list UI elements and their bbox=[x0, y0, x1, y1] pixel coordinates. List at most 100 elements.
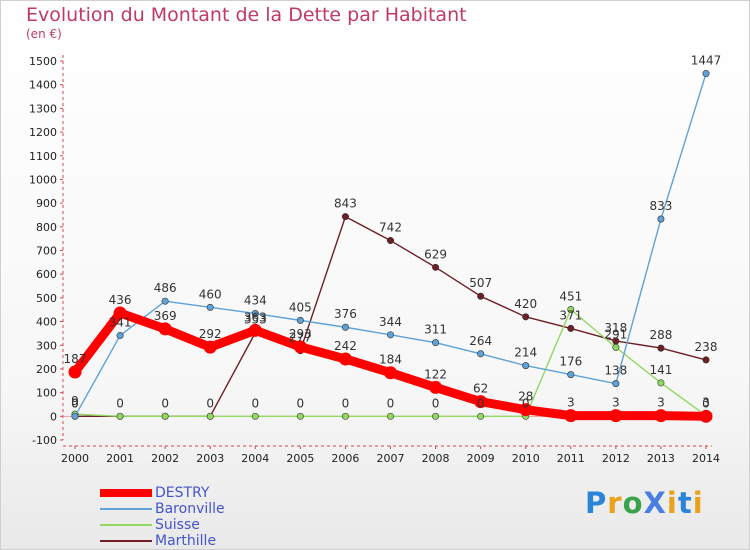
data-label-baronville: 214 bbox=[514, 346, 537, 360]
point-destry bbox=[564, 409, 578, 423]
point-baronville bbox=[161, 297, 169, 305]
point-baronville bbox=[296, 316, 304, 324]
point-baronville bbox=[567, 371, 575, 379]
data-label-baronville: 434 bbox=[244, 294, 267, 308]
data-label-marthille: 0 bbox=[71, 396, 79, 410]
y-tick-label: 400 bbox=[36, 316, 57, 329]
y-tick-label: 1000 bbox=[29, 173, 57, 186]
data-label-destry: 242 bbox=[334, 339, 357, 353]
point-destry bbox=[203, 340, 217, 354]
data-label-destry: 292 bbox=[199, 327, 222, 341]
legend-label: Marthille bbox=[155, 533, 217, 549]
point-destry bbox=[338, 352, 352, 366]
point-marthille bbox=[386, 237, 394, 245]
data-label-suisse: 451 bbox=[559, 289, 582, 303]
y-tick-label: 900 bbox=[36, 197, 57, 210]
y-tick-label: 200 bbox=[36, 363, 57, 376]
data-label-baronville: 405 bbox=[289, 300, 312, 314]
data-label-baronville: 344 bbox=[379, 315, 402, 329]
data-label-destry: 184 bbox=[379, 353, 402, 367]
y-tick-label: 100 bbox=[36, 387, 57, 400]
x-tick-label: 2000 bbox=[61, 452, 89, 465]
data-label-destry: 3 bbox=[567, 396, 575, 410]
point-destry bbox=[429, 380, 443, 394]
point-destry bbox=[519, 403, 533, 417]
data-label-baronville: 0 bbox=[71, 396, 79, 410]
point-baronville bbox=[702, 70, 710, 78]
data-label-marthille: 420 bbox=[514, 297, 537, 311]
data-label-destry: 436 bbox=[109, 293, 132, 307]
data-label-marthille: 629 bbox=[424, 247, 447, 261]
point-baronville bbox=[612, 380, 620, 388]
data-label-baronville: 460 bbox=[199, 287, 222, 301]
data-label-destry: 363 bbox=[244, 310, 267, 324]
legend-label: DESTRY bbox=[155, 485, 210, 501]
data-label-destry: 62 bbox=[473, 382, 488, 396]
point-destry bbox=[68, 365, 82, 379]
logo-letter: o bbox=[622, 486, 644, 520]
logo-letter: i bbox=[692, 486, 704, 520]
x-tick-label: 2012 bbox=[602, 452, 630, 465]
point-suisse bbox=[116, 412, 124, 420]
data-label-baronville: 376 bbox=[334, 307, 357, 321]
point-suisse bbox=[612, 343, 620, 351]
point-baronville bbox=[341, 323, 349, 331]
point-baronville bbox=[432, 339, 440, 347]
point-baronville bbox=[116, 332, 124, 340]
point-marthille bbox=[522, 313, 530, 321]
y-tick-label: 800 bbox=[36, 221, 57, 234]
legend-swatch bbox=[100, 508, 152, 510]
data-label-suisse: 0 bbox=[342, 396, 350, 410]
data-label-suisse: 141 bbox=[649, 363, 672, 377]
point-suisse bbox=[296, 412, 304, 420]
point-baronville bbox=[386, 331, 394, 339]
data-label-baronville: 311 bbox=[424, 323, 447, 337]
x-tick-label: 2002 bbox=[151, 452, 179, 465]
data-label-baronville: 138 bbox=[604, 364, 627, 378]
x-tick-label: 2013 bbox=[647, 452, 675, 465]
data-label-baronville: 1447 bbox=[691, 54, 722, 68]
y-tick-label: 600 bbox=[36, 268, 57, 281]
point-destry bbox=[474, 395, 488, 409]
y-tick-label: 1400 bbox=[29, 79, 57, 92]
data-label-marthille: 353 bbox=[244, 313, 267, 327]
y-tick-label: 500 bbox=[36, 292, 57, 305]
point-suisse bbox=[341, 412, 349, 420]
y-tick-label: 1100 bbox=[29, 150, 57, 163]
data-label-suisse: 0 bbox=[477, 396, 485, 410]
data-label-marthille: 288 bbox=[649, 328, 672, 342]
x-tick-label: 2009 bbox=[467, 452, 495, 465]
logo-letter: i bbox=[666, 486, 678, 520]
chart-title: Evolution du Montant de la Dette par Hab… bbox=[26, 4, 467, 26]
data-label-marthille: 238 bbox=[695, 340, 718, 354]
data-label-marthille: 843 bbox=[334, 197, 357, 211]
x-tick-label: 2007 bbox=[377, 452, 405, 465]
data-label-destry: 187 bbox=[64, 352, 87, 366]
y-tick-label: 700 bbox=[36, 245, 57, 258]
data-label-suisse: 291 bbox=[604, 327, 627, 341]
point-suisse bbox=[206, 412, 214, 420]
point-baronville bbox=[477, 350, 485, 358]
data-label-marthille: 507 bbox=[469, 276, 492, 290]
data-label-baronville: 486 bbox=[154, 281, 177, 295]
point-suisse bbox=[567, 305, 575, 313]
x-tick-label: 2001 bbox=[106, 452, 134, 465]
data-label-suisse: 9 bbox=[71, 394, 79, 408]
logo-letter: P bbox=[585, 486, 608, 520]
point-destry bbox=[699, 409, 713, 423]
legend-label: Baronville bbox=[155, 501, 225, 517]
legend-label: Suisse bbox=[155, 517, 200, 533]
y-tick-label: -100 bbox=[32, 434, 57, 447]
point-suisse bbox=[477, 412, 485, 420]
data-label-marthille: 277 bbox=[289, 331, 312, 345]
data-label-suisse: 0 bbox=[522, 396, 530, 410]
x-tick-label: 2006 bbox=[331, 452, 359, 465]
point-marthille bbox=[567, 324, 575, 332]
y-tick-label: 1500 bbox=[29, 55, 57, 68]
point-baronville bbox=[71, 412, 79, 420]
x-tick-label: 2010 bbox=[512, 452, 540, 465]
legend-swatch bbox=[100, 524, 152, 526]
x-tick-label: 2008 bbox=[422, 452, 450, 465]
data-label-destry: 28 bbox=[518, 390, 533, 404]
